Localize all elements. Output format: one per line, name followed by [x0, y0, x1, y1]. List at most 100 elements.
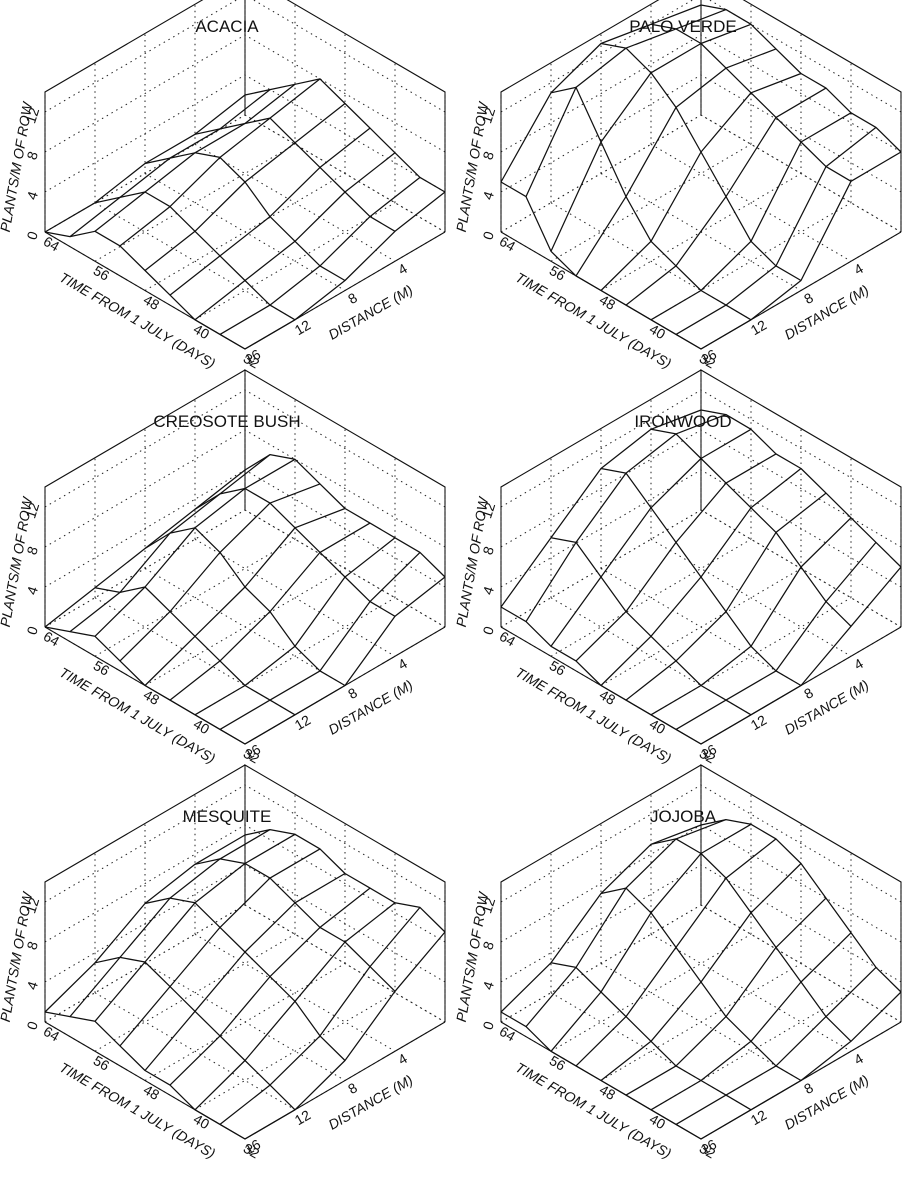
z-tick-label: 0	[479, 229, 497, 242]
grid-line	[144, 568, 346, 686]
grid-line	[94, 933, 296, 1052]
distance-axis-label: DISTANCE (M)	[326, 1072, 416, 1133]
surface-line-distance	[94, 458, 296, 637]
side-wall	[500, 369, 702, 627]
surface-line-distance	[44, 834, 246, 1013]
surface-line-distance	[575, 838, 777, 1067]
surface-line-distance	[525, 9, 727, 197]
z-axis-label: PLANTS/M OF ROW	[0, 99, 36, 233]
chart-panel: ACACIA 0 4 8 12 PLANTS/M OF ROW 64 56 48 40 32 TIME…	[0, 0, 455, 395]
grid-line	[600, 568, 802, 686]
z-tick-label: 12	[478, 895, 498, 915]
distance-tick-label: 12	[292, 711, 314, 733]
z-axis-label: PLANTS/M OF ROW	[0, 889, 36, 1023]
distance-tick-label: 16	[698, 1136, 720, 1158]
time-tick-label: 56	[547, 262, 569, 284]
surface-line-distance	[144, 507, 346, 686]
surface-line-time	[700, 818, 902, 993]
distance-tick-label: 4	[851, 260, 866, 278]
time-tick-label: 32	[241, 745, 263, 767]
distance-tick-label: 4	[851, 655, 866, 673]
grid-line	[44, 784, 446, 903]
grid-line	[700, 509, 902, 628]
distance-tick-label: 12	[292, 316, 314, 338]
surface-line-distance	[169, 887, 371, 1086]
time-axis-label: TIME FROM 1 JULY (DAYS)	[513, 664, 674, 766]
distance-tick-label: 4	[395, 1050, 410, 1068]
chart-panel: PALO VERDE 0 4 8 12 PLANTS/M OF ROW 64 56 48 40 32…	[453, 0, 911, 395]
grid-line	[500, 429, 902, 548]
z-tick-label: 0	[23, 229, 41, 242]
distance-tick-label: 8	[345, 1079, 360, 1097]
back-wall	[700, 0, 902, 232]
z-tick-label: 4	[479, 189, 497, 202]
chart-panel: JOJOBA 0 4 8 12 PLANTS/M OF ROW 64 56 48 40 32 TIME…	[453, 764, 911, 1185]
surface-line-distance	[600, 863, 802, 1081]
grid-line	[650, 143, 852, 262]
grid-line	[194, 143, 396, 262]
grid-line	[94, 992, 296, 1111]
time-tick-label: 40	[647, 1111, 669, 1133]
distance-axis-label: DISTANCE (M)	[782, 1072, 872, 1133]
surface-line-time	[550, 537, 752, 716]
time-tick-label: 40	[191, 716, 213, 738]
grid-line	[500, 389, 902, 508]
time-tick-label: 48	[141, 291, 163, 313]
surface-line-distance	[500, 409, 702, 608]
z-tick-label: 12	[22, 500, 42, 520]
surface-line-distance	[219, 176, 421, 335]
distance-tick-label: 16	[698, 346, 720, 368]
z-tick-label: 12	[478, 500, 498, 520]
chart-title: JOJOBA	[650, 807, 717, 826]
grid-line	[94, 538, 296, 657]
distance-tick-label: 12	[748, 711, 770, 733]
surface-line-distance	[119, 78, 321, 247]
surface-line-distance	[244, 191, 446, 350]
surface-line-distance	[675, 541, 877, 730]
time-tick-label: 40	[647, 321, 669, 343]
surface-line-distance	[650, 112, 852, 321]
surface-line-distance	[550, 823, 752, 1052]
surface-line-distance	[575, 453, 777, 662]
chart-panel: CREOSOTE BUSH 0 4 8 12 PLANTS/M OF ROW 64 56 48 4…	[0, 369, 455, 790]
grid-line	[44, 0, 446, 113]
z-tick-label: 4	[23, 584, 41, 597]
distance-axis-label: DISTANCE (M)	[326, 282, 416, 343]
z-tick-label: 12	[478, 105, 498, 125]
time-axis-label: TIME FROM 1 JULY (DAYS)	[57, 269, 218, 371]
back-wall	[244, 764, 446, 1022]
grid-line	[194, 202, 396, 321]
grid-line	[144, 963, 346, 1081]
z-axis-label: PLANTS/M OF ROW	[0, 494, 36, 628]
side-wall	[500, 764, 702, 1022]
surface-line-time	[94, 191, 296, 321]
z-axis-label: PLANTS/M OF ROW	[453, 99, 492, 233]
surface-line-distance	[219, 551, 421, 730]
grid-line	[44, 429, 446, 548]
base-edge	[44, 231, 446, 350]
surface-line-distance	[550, 428, 752, 647]
z-tick-label: 4	[479, 584, 497, 597]
chart-title: MESQUITE	[183, 807, 272, 826]
distance-tick-label: 8	[801, 289, 816, 307]
grid-line	[44, 114, 446, 233]
distance-tick-label: 8	[801, 1079, 816, 1097]
surface-line-distance	[550, 23, 752, 252]
surface-line-distance	[44, 469, 246, 628]
grid-line	[194, 933, 396, 1052]
distance-tick-label: 16	[242, 1136, 264, 1158]
surface-line-distance	[119, 848, 321, 1047]
grid-line	[700, 904, 902, 1023]
time-axis-label: TIME FROM 1 JULY (DAYS)	[57, 664, 218, 766]
surface-line-distance	[144, 103, 346, 271]
z-tick-label: 12	[22, 105, 42, 125]
surface-line-distance	[69, 454, 271, 633]
surface-line-distance	[700, 991, 902, 1140]
z-tick-label: 0	[23, 1019, 41, 1032]
time-tick-label: 56	[91, 262, 113, 284]
grid-line	[244, 114, 446, 233]
distance-axis-label: DISTANCE (M)	[782, 677, 872, 738]
time-tick-label: 40	[647, 716, 669, 738]
